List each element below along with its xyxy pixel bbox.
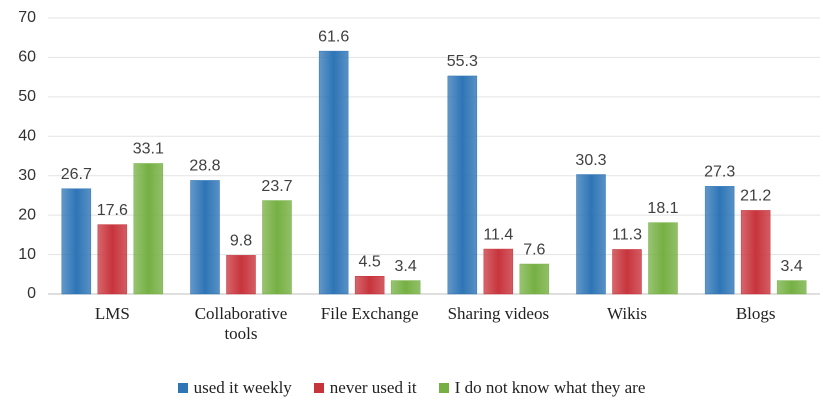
bar [61,188,92,295]
y-tick-label: 10 [18,246,36,263]
data-label: 3.4 [781,258,803,275]
x-tick-label: Sharing videos [447,304,550,323]
data-label: 23.7 [261,178,292,195]
y-tick-label: 20 [18,206,36,223]
data-label: 61.6 [318,28,349,45]
legend-swatch [438,383,449,393]
y-tick-label: 40 [18,128,36,145]
bar [776,280,807,295]
data-label: 4.5 [359,253,381,270]
bar [612,249,642,295]
data-label: 11.4 [483,226,513,243]
bar [190,180,220,295]
legend-label: I do not know what they are [454,378,646,397]
data-label: 27.3 [704,164,735,181]
y-tick-label: 30 [18,167,36,184]
bar [447,75,478,295]
data-label: 55.3 [447,53,478,70]
legend-swatch [177,383,188,393]
data-label: 11.3 [612,227,642,244]
bar [483,248,514,295]
bar [740,210,771,295]
x-tick-label: LMS [94,304,130,323]
x-tick-label: Wikis [607,304,647,323]
data-label: 17.6 [97,202,128,219]
y-tick-label: 70 [18,9,36,26]
data-label: 3.4 [395,258,417,275]
x-tick-label: Blogs [735,304,776,323]
data-label: 21.2 [740,188,771,205]
y-tick-label: 60 [18,49,36,66]
bar [704,186,735,295]
bar [97,224,128,295]
bar [390,280,421,295]
data-label: 9.8 [230,233,252,250]
legend-item: I do not know what they are [438,378,646,398]
x-tick-label: File Exchange [320,304,419,323]
data-label: 33.1 [133,141,164,158]
bar [226,255,256,295]
bar [576,174,606,295]
legend-item: used it weekly [177,378,292,398]
y-tick-label: 50 [18,88,36,105]
legend-label: used it weekly [193,378,292,397]
data-label: 28.8 [189,158,220,175]
bar [519,263,550,295]
bar [262,200,292,295]
data-label: 26.7 [61,166,92,183]
legend-swatch [313,383,324,393]
legend-label: never used it [329,378,417,397]
bar [318,50,349,295]
y-tick-label: 0 [27,285,36,302]
legend-item: never used it [313,378,417,398]
data-label: 30.3 [575,152,606,169]
bar [354,276,385,295]
bar [648,222,678,295]
x-tick-label: Collaborative tools [194,304,288,343]
bar [133,163,164,295]
data-label: 7.6 [523,241,545,258]
legend: used it weekly never used it I do not know… [0,378,823,398]
data-label: 18.1 [647,200,678,217]
